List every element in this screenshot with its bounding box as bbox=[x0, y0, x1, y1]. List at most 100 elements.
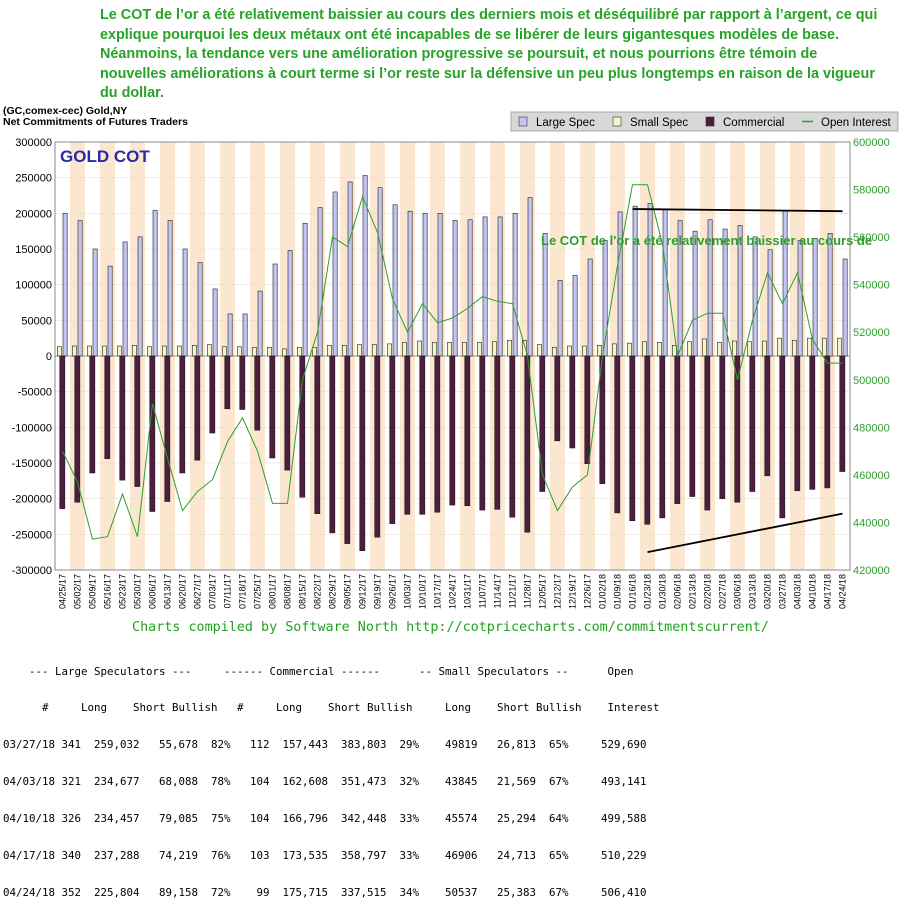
table-row: 04/17/18 340 237,288 74,219 76% 103 173,… bbox=[3, 849, 647, 863]
x-tick-label: 01/16/18 bbox=[628, 574, 638, 609]
x-tick-label: 12/19/17 bbox=[568, 574, 578, 609]
small-spec-bar bbox=[611, 343, 617, 357]
large-spec-bar bbox=[542, 233, 548, 357]
commercial-bar bbox=[164, 355, 171, 502]
small-spec-bar bbox=[476, 342, 482, 357]
large-spec-bar bbox=[287, 250, 293, 357]
small-spec-bar bbox=[371, 344, 377, 357]
x-tick-label: 08/15/17 bbox=[298, 574, 308, 609]
commercial-bar bbox=[719, 355, 726, 499]
commercial-bar bbox=[299, 355, 306, 498]
small-spec-bar bbox=[446, 342, 452, 357]
commercial-bar bbox=[419, 355, 426, 515]
right-tick-label: 460000 bbox=[853, 470, 890, 482]
right-tick-label: 440000 bbox=[853, 517, 890, 529]
x-tick-label: 04/25/17 bbox=[58, 574, 68, 609]
commercial-bar bbox=[464, 355, 471, 507]
small-spec-bar bbox=[72, 345, 77, 357]
small-spec-bar bbox=[761, 340, 767, 357]
large-spec-bar bbox=[272, 263, 278, 357]
small-spec-bar bbox=[162, 345, 167, 357]
trend-line bbox=[647, 512, 843, 554]
large-spec-bar bbox=[692, 230, 698, 357]
headline-text: Le COT de l’or a été relativement baissi… bbox=[100, 7, 878, 101]
commercial-bar bbox=[344, 355, 351, 544]
commercial-bar bbox=[614, 355, 621, 514]
x-tick-label: 10/31/17 bbox=[463, 574, 473, 609]
small-spec-bar bbox=[701, 338, 707, 357]
commercial-bar bbox=[434, 355, 441, 513]
large-spec-bar bbox=[227, 313, 233, 357]
commercial-bar bbox=[494, 355, 501, 510]
small-spec-bar bbox=[356, 344, 362, 357]
small-spec-bar bbox=[731, 340, 737, 357]
x-tick-label: 01/09/18 bbox=[613, 574, 623, 609]
overlay-text: Le COT de l'or a été relativement baissi… bbox=[541, 233, 872, 248]
commercial-bar bbox=[644, 355, 651, 525]
x-tick-label: 04/10/18 bbox=[808, 574, 818, 609]
commercial-bar bbox=[329, 355, 336, 534]
small-spec-bar bbox=[416, 340, 422, 357]
small-spec-bar bbox=[326, 344, 332, 357]
right-tick-label: 420000 bbox=[853, 565, 890, 577]
x-tick-label: 05/16/17 bbox=[103, 574, 113, 609]
legend-large-spec-swatch bbox=[518, 116, 528, 127]
x-tick-label: 10/10/17 bbox=[418, 574, 428, 609]
table-header-1: --- Large Speculators --- ------ Commerc… bbox=[3, 664, 634, 678]
large-spec-bar bbox=[152, 210, 158, 357]
commercial-bar bbox=[449, 355, 456, 506]
left-tick-label: 250000 bbox=[15, 173, 52, 185]
commercial-bar bbox=[569, 355, 576, 449]
large-spec-bar bbox=[812, 238, 818, 357]
right-tick-label: 600000 bbox=[853, 137, 890, 149]
small-spec-bar bbox=[132, 344, 137, 357]
commercial-bar bbox=[734, 355, 741, 503]
table-row: 04/10/18 326 234,457 79,085 75% 104 166,… bbox=[3, 812, 647, 826]
small-spec-bar bbox=[431, 342, 437, 357]
small-spec-bar bbox=[791, 340, 797, 357]
contract-label: (GC,comex-cec) Gold,NY bbox=[3, 105, 128, 117]
large-spec-bar bbox=[722, 228, 728, 357]
small-spec-bar bbox=[117, 345, 122, 357]
small-spec-bar bbox=[566, 345, 572, 357]
x-tick-label: 11/07/17 bbox=[478, 574, 488, 608]
commercial-bar bbox=[809, 355, 816, 490]
commercial-bar bbox=[224, 355, 231, 410]
commercial-bar bbox=[539, 355, 546, 492]
commercial-bar bbox=[269, 355, 276, 459]
small-spec-bar bbox=[341, 344, 347, 357]
large-spec-bar bbox=[212, 288, 218, 357]
large-spec-bar bbox=[407, 210, 413, 357]
x-tick-label: 07/03/17 bbox=[208, 574, 218, 609]
x-tick-label: 05/02/17 bbox=[73, 574, 83, 609]
large-spec-bar bbox=[827, 233, 833, 357]
table-row: 04/24/18 352 225,804 89,158 72% 99 175,7… bbox=[3, 885, 647, 899]
commercial-bar bbox=[89, 355, 96, 474]
right-tick-label: 560000 bbox=[853, 232, 890, 244]
left-tick-label: 100000 bbox=[15, 280, 52, 292]
commercial-bar bbox=[509, 355, 516, 518]
commercial-bar bbox=[704, 355, 711, 511]
x-tick-label: 11/28/17 bbox=[523, 574, 533, 608]
x-tick-label: 05/09/17 bbox=[88, 574, 98, 609]
commercial-bar bbox=[359, 355, 366, 551]
source-credit: Charts compiled by Software North http:/… bbox=[132, 620, 769, 635]
x-tick-label: 11/14/17 bbox=[493, 574, 503, 608]
x-tick-label: 06/13/17 bbox=[163, 574, 173, 609]
x-tick-label: 04/24/18 bbox=[838, 574, 848, 609]
commercial-bar bbox=[254, 355, 261, 431]
small-spec-bar bbox=[147, 346, 152, 357]
left-tick-label: 50000 bbox=[21, 315, 52, 327]
small-spec-bar bbox=[296, 347, 302, 357]
small-spec-bar bbox=[776, 337, 782, 357]
commercial-bar bbox=[239, 355, 246, 410]
large-spec-bar bbox=[107, 265, 113, 357]
x-tick-label: 07/11/17 bbox=[223, 574, 233, 608]
table-header-2: # Long Short Bullish # Long Short Bullis… bbox=[3, 701, 660, 715]
x-tick-label: 06/27/17 bbox=[193, 574, 203, 609]
large-spec-bar bbox=[347, 181, 353, 357]
left-tick-label: -300000 bbox=[12, 565, 52, 577]
x-tick-label: 08/29/17 bbox=[328, 574, 338, 609]
x-tick-label: 03/27/18 bbox=[778, 574, 788, 609]
small-spec-bar bbox=[596, 344, 602, 357]
